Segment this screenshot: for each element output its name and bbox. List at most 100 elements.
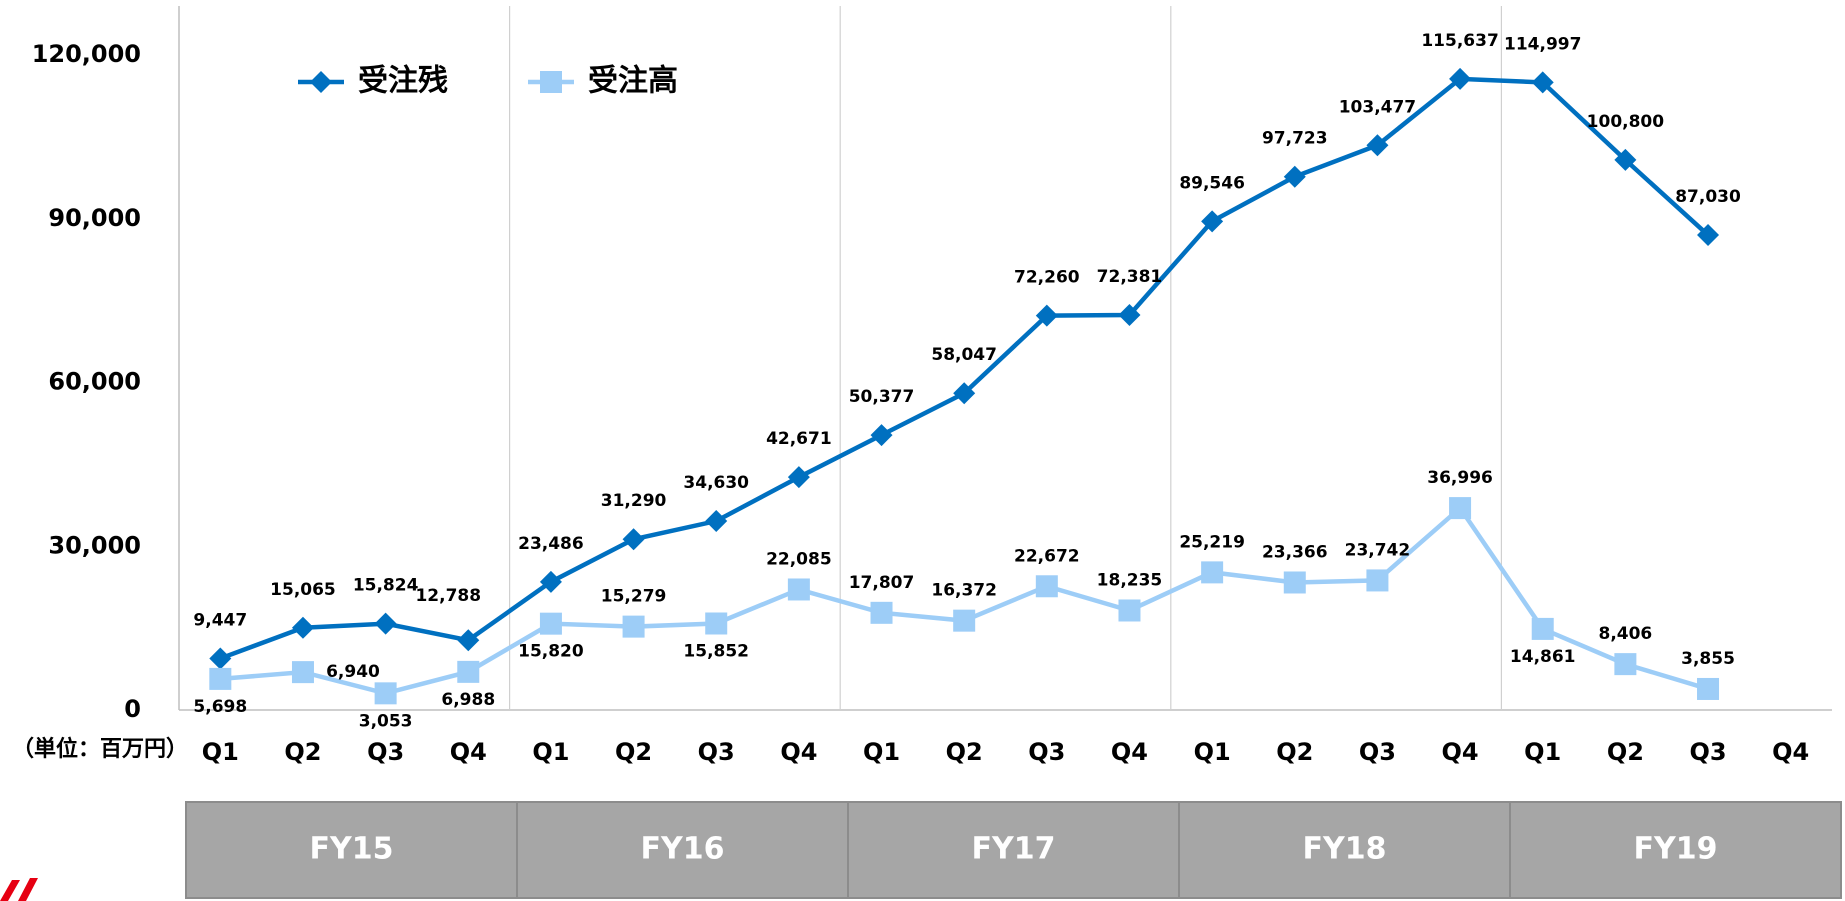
data-label: 114,997: [1504, 34, 1581, 54]
marker: [1118, 599, 1141, 622]
unit-label: （単位：百万円）: [12, 736, 188, 762]
marker: [457, 629, 480, 652]
logo: [0, 878, 38, 901]
marker: [787, 578, 810, 601]
marker: [953, 382, 976, 405]
data-label: 22,672: [1014, 546, 1080, 566]
data-label: 23,486: [518, 534, 584, 554]
x-tick-label: Q2: [946, 738, 983, 766]
marker: [1283, 165, 1306, 188]
group-cell: [1178, 801, 1511, 899]
marker: [1035, 575, 1058, 598]
marker: [1449, 497, 1472, 520]
marker: [1283, 571, 1306, 594]
marker: [1531, 71, 1554, 94]
marker: [539, 570, 562, 593]
marker: [1118, 303, 1141, 326]
x-tick-label: Q2: [284, 738, 321, 766]
data-label: 23,742: [1345, 540, 1411, 560]
data-label: 15,824: [353, 576, 419, 596]
marker: [209, 667, 232, 690]
x-tick-label: Q4: [780, 738, 817, 766]
series-line: [219, 76, 1710, 661]
data-label: 58,047: [931, 345, 997, 365]
x-tick-label: Q2: [615, 738, 652, 766]
group-label: FY17: [972, 832, 1056, 867]
data-label: 15,065: [270, 580, 336, 600]
data-label: 9,447: [193, 610, 247, 630]
data-label: 115,637: [1421, 31, 1498, 51]
marker: [705, 612, 728, 635]
x-tick-label: Q3: [1028, 738, 1065, 766]
data-label: 50,377: [849, 387, 915, 407]
x-tick-label: Q3: [1689, 738, 1726, 766]
data-label: 3,053: [359, 711, 413, 731]
marker: [1614, 653, 1637, 676]
data-label: 18,235: [1097, 570, 1163, 590]
group-label: FY19: [1634, 832, 1718, 867]
x-tick-label: Q2: [1276, 738, 1313, 766]
marker: [539, 612, 562, 635]
marker: [870, 601, 893, 624]
data-label: 17,807: [849, 573, 915, 593]
marker: [1366, 134, 1389, 157]
marker: [1366, 569, 1389, 592]
x-tick-label: Q1: [532, 738, 569, 766]
x-tick-label: Q4: [450, 738, 487, 766]
y-tick-label: 0: [124, 695, 141, 723]
data-label: 31,290: [601, 491, 667, 511]
data-label: 15,852: [683, 641, 749, 661]
marker: [622, 528, 645, 551]
legend-label: 受注高: [588, 64, 678, 99]
marker: [457, 660, 480, 683]
data-label: 6,940: [326, 662, 380, 682]
data-label: 34,630: [683, 473, 749, 493]
x-tick-label: Q2: [1607, 738, 1644, 766]
data-label: 5,698: [193, 697, 247, 717]
y-tick-label: 120,000: [32, 40, 141, 68]
legend-label: 受注残: [358, 64, 448, 99]
data-label: 16,372: [931, 581, 997, 601]
data-label: 87,030: [1675, 187, 1741, 207]
marker: [787, 466, 810, 489]
data-label: 14,861: [1510, 647, 1576, 667]
marker: [1201, 561, 1224, 584]
y-tick-label: 30,000: [48, 531, 141, 559]
y-tick-label: 60,000: [48, 368, 141, 396]
group-label: FY15: [310, 832, 394, 867]
marker: [540, 71, 562, 93]
marker: [953, 609, 976, 632]
marker: [291, 616, 314, 639]
marker: [705, 510, 728, 533]
data-label: 103,477: [1339, 97, 1416, 117]
marker: [622, 615, 645, 638]
marker: [1697, 677, 1720, 700]
x-tick-label: Q4: [1111, 738, 1148, 766]
y-tick-label: 90,000: [48, 204, 141, 232]
x-tick-label: Q1: [1194, 738, 1231, 766]
marker: [310, 71, 332, 93]
data-label: 8,406: [1598, 624, 1652, 644]
data-label: 89,546: [1179, 173, 1245, 193]
marker: [1531, 617, 1554, 640]
x-tick-label: Q3: [698, 738, 735, 766]
group-cell: [1509, 801, 1842, 899]
marker: [1035, 304, 1058, 327]
data-label: 12,788: [415, 586, 481, 606]
data-label: 3,855: [1681, 649, 1735, 669]
marker: [870, 424, 893, 447]
data-label: 25,219: [1179, 532, 1245, 552]
group-cell: [185, 801, 518, 899]
data-label: 15,279: [601, 587, 667, 607]
group-label: FY16: [641, 832, 725, 867]
group-label: FY18: [1303, 832, 1387, 867]
x-tick-label: Q4: [1772, 738, 1809, 766]
x-tick-label: Q3: [1359, 738, 1396, 766]
data-label: 72,381: [1097, 267, 1163, 287]
x-tick-label: Q4: [1442, 738, 1479, 766]
marker: [1201, 210, 1224, 233]
x-tick-label: Q1: [1524, 738, 1561, 766]
data-label: 6,988: [441, 690, 495, 710]
marker: [1697, 224, 1720, 247]
